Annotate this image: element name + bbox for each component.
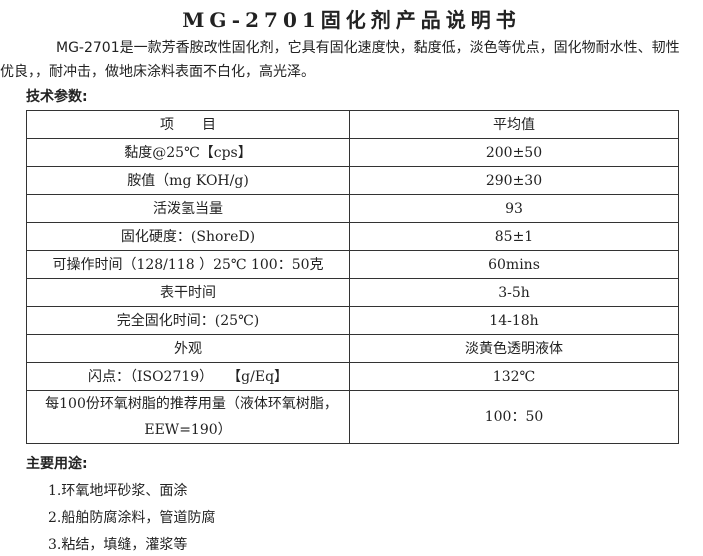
table-cell: 132℃ — [349, 362, 679, 391]
table-row: 活泼氢当量 93 — [26, 194, 679, 223]
header-row: 项 目平均值 — [26, 110, 679, 139]
table-cell: 完全固化时间：(25℃) — [26, 306, 350, 335]
header-cell: 平均值 — [349, 110, 679, 139]
uses-heading: 主要用途: — [26, 456, 88, 472]
use-item: 3.粘结，填缝，灌浆等 — [48, 537, 188, 553]
table-cell: 200±50 — [349, 138, 679, 167]
table-cell: 固化硬度：(ShoreD) — [26, 222, 350, 251]
table-cell: 活泼氢当量 — [26, 194, 350, 223]
table-row: 完全固化时间：(25℃) 14-18h — [26, 306, 679, 335]
table-row: 黏度@25℃【cps】 200±50 — [26, 138, 679, 167]
table-row: 胺值（mg KOH/g) 290±30 — [26, 166, 679, 195]
table-cell: 100：50 — [349, 390, 679, 444]
table-cell: 每100份环氧树脂的推荐用量（液体环氧树脂， EEW=190） — [26, 390, 350, 444]
table-row: 可操作时间（128/118 ）25℃ 100：50克 60mins — [26, 250, 679, 279]
use-item: 1.环氧地坪砂浆、面涂 — [48, 483, 188, 499]
table-cell: 淡黄色透明液体 — [349, 334, 679, 363]
title: MG-2701固化剂产品说明书 — [182, 8, 521, 32]
table-row: 每100份环氧树脂的推荐用量（液体环氧树脂， EEW=190） 100：50 — [26, 390, 679, 444]
table-cell: 3-5h — [349, 278, 679, 307]
table-cell: 60mins — [349, 250, 679, 279]
spec-table: 项 目平均值 黏度@25℃【cps】 200±50 胺值（mg KOH/g) 290±3… — [26, 110, 679, 444]
intro: MG-2701是一款芳香胺改性固化剂，它具有固化速度快，黏度低，淡色等优点，固化… — [0, 40, 680, 80]
table-cell: 85±1 — [349, 222, 679, 251]
table-cell: 胺值（mg KOH/g) — [26, 166, 350, 195]
table-cell: 93 — [349, 194, 679, 223]
table-cell: 表干时间 — [26, 278, 350, 307]
table-cell: 可操作时间（128/118 ）25℃ 100：50克 — [26, 250, 350, 279]
header-cell: 项 目 — [26, 110, 350, 139]
spec-heading: 技术参数: — [26, 89, 88, 105]
use-item: 2.船舶防腐涂料，管道防腐 — [48, 510, 216, 526]
table-row: 表干时间 3-5h — [26, 278, 679, 307]
table-row: 闪点：（ISO2719） 【g/Eq】 132℃ — [26, 362, 679, 391]
uses-list: 1.环氧地坪砂浆、面涂 2.船舶防腐涂料，管道防腐 3.粘结，填缝，灌浆等 — [48, 478, 215, 556]
table-cell: 外观 — [26, 334, 350, 363]
table-cell: 闪点：（ISO2719） 【g/Eq】 — [26, 362, 350, 391]
table-cell: 290±30 — [349, 166, 679, 195]
table-row: 外观 淡黄色透明液体 — [26, 334, 679, 363]
table-cell: 14-18h — [349, 306, 679, 335]
table-cell: 黏度@25℃【cps】 — [26, 138, 350, 167]
table-row: 固化硬度：(ShoreD) 85±1 — [26, 222, 679, 251]
